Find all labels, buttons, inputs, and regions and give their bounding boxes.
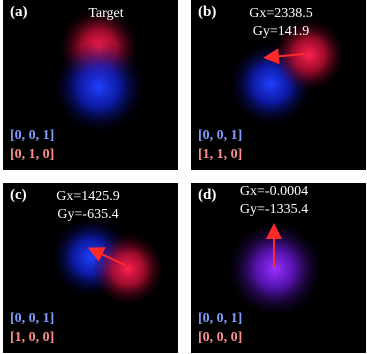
panel-title: Target <box>88 6 124 21</box>
gy-text: Gy=-1335.4 <box>239 202 309 217</box>
panel-label: (b) <box>198 4 217 20</box>
gradient-arrow <box>263 48 306 65</box>
gaussian-blobs-d <box>227 221 323 317</box>
gy-text: Gy=-635.4 <box>57 207 119 222</box>
gy-text: Gy=141.9 <box>252 24 310 39</box>
panel-label: (d) <box>198 187 217 203</box>
red-blob <box>92 233 164 305</box>
gaussian-blobs-c <box>51 217 164 305</box>
panel-label: (a) <box>10 4 28 20</box>
purple-blob <box>227 221 323 317</box>
panel-b: (b) Gx=2338.5 Gy=141.9 [0, 0, 1] [1, 1, … <box>191 0 366 170</box>
panel-label: (c) <box>10 187 27 203</box>
panel-c: (c) Gx=1425.9 Gy=-635.4 [0, 0, 1] [1, 0,… <box>3 183 178 353</box>
panel-d: (d) Gx=-0.0004 Gy=-1335.4 [0, 0, 1] [0, … <box>191 183 366 353</box>
gradient-arrow <box>87 247 126 266</box>
vector-bottom: [1, 1, 0] <box>198 147 243 162</box>
red-blob <box>273 19 345 91</box>
gx-text: Gx=-0.0004 <box>239 184 309 199</box>
vector-top: [0, 0, 1] <box>198 311 243 326</box>
vector-top: [0, 0, 1] <box>10 128 55 143</box>
gx-text: Gx=1425.9 <box>56 189 120 204</box>
vector-bottom: [0, 0, 0] <box>198 330 243 345</box>
vector-bottom: [1, 0, 0] <box>10 330 55 345</box>
vector-bottom: [0, 1, 0] <box>10 147 55 162</box>
vector-top: [0, 0, 1] <box>198 128 243 143</box>
blue-blob <box>53 41 145 133</box>
gaussian-blobs-b <box>229 19 345 126</box>
panel-a: (a) Target [0, 0, 1] [0, 1, 0] <box>3 0 178 170</box>
vector-top: [0, 0, 1] <box>10 311 55 326</box>
gx-text: Gx=2338.5 <box>249 6 313 21</box>
gaussian-blobs-a <box>53 8 145 133</box>
